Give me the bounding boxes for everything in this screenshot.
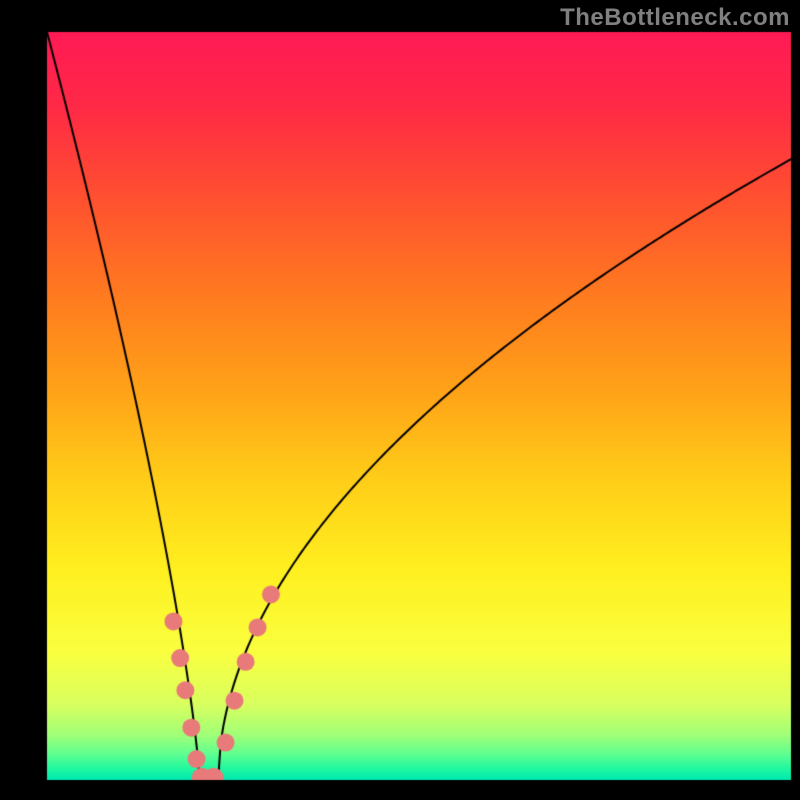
chart-stage: TheBottleneck.com bbox=[0, 0, 800, 800]
bottleneck-chart-canvas bbox=[0, 0, 800, 800]
watermark-text: TheBottleneck.com bbox=[560, 4, 790, 32]
